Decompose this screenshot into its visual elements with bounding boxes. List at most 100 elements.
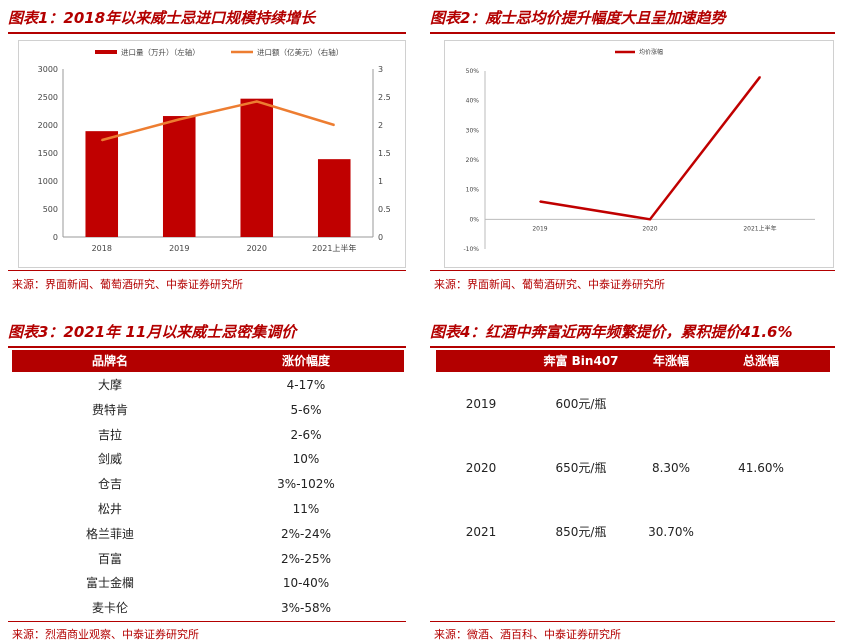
chart2-x-tick: 2019: [532, 225, 547, 232]
chart1-y-right-tick: 3: [378, 65, 383, 74]
table3-cell-brand: 剑威: [97, 452, 122, 467]
chart2-frame: -10% 0% 10% 20% 30% 40% 50% 2019 2020 2021上半年 均价涨幅: [444, 40, 834, 268]
table3-cell-brand: 麦卡伦: [91, 601, 128, 616]
table3-cell-rise: 10-40%: [282, 576, 330, 591]
table3-cell-rise: 3%-102%: [277, 477, 335, 492]
chart2-y-tick: 20%: [466, 157, 480, 164]
table3-cell-brand: 吉拉: [97, 427, 122, 442]
table4-cell-year: 2020: [465, 461, 497, 475]
table3-cell-brand: 仓吉: [97, 477, 122, 492]
table3-cell-rise: 5-6%: [290, 402, 322, 417]
panel4-title-rule: [430, 346, 835, 348]
panel1-title: 图表1：2018年以来威士忌进口规模持续增长: [8, 9, 316, 27]
chart1-svg: 0 500 1000 1500 2000 2500 3000 0 0.5 1 1.5 2 2.5 3 201…: [38, 47, 391, 253]
panel-penfolds-table: 图表4：红酒中奔富近两年频繁提价，累积提价41.6% 奔富 Bin407 年涨幅…: [430, 320, 835, 644]
chart1-x-tick: 2020: [247, 244, 267, 253]
chart1-x-tick: 2019: [169, 244, 189, 253]
chart1-y-left-tick: 500: [43, 205, 58, 214]
chart1-bar: [240, 98, 274, 238]
chart1-legend-label-line: 进口额（亿美元）（右轴）: [257, 47, 343, 57]
panel2-source-rule: [430, 270, 835, 271]
table4-cell-total: 41.60%: [738, 461, 784, 475]
chart2-y-tick: -10%: [463, 246, 479, 253]
table4-header: 奔富 Bin407 年涨幅 总涨幅: [436, 350, 830, 372]
table4-header-product: 奔富 Bin407: [543, 354, 619, 368]
panel4-title: 图表4：红酒中奔富近两年频繁提价，累积提价41.6%: [430, 323, 793, 341]
panel1-source: 来源：界面新闻、葡萄酒研究、中泰证券研究所: [12, 278, 243, 291]
chart2-x-tick: 2020: [642, 225, 657, 232]
table4-cell-price: 600元/瓶: [555, 397, 607, 411]
chart1-y-left-tick: 1000: [38, 177, 58, 186]
chart1-x-tick: 2018: [92, 244, 112, 253]
table3-cell-brand: 格兰菲迪: [85, 526, 134, 541]
chart1-y-right-tick: 2.5: [378, 93, 391, 102]
table3-row: 剑威 10%: [12, 447, 404, 472]
table3-row: 费特肯 5-6%: [12, 398, 404, 423]
panel2-title-rule: [430, 32, 835, 34]
table4-row: 2020 650元/瓶 8.30% 41.60%: [436, 456, 830, 481]
chart1-legend-swatch-bar: [95, 50, 117, 54]
chart2-line-point: [649, 218, 651, 221]
table3-row: 格兰菲迪 2%-24%: [12, 522, 404, 547]
chart1-legend-label-bar: 进口量（万升）（左轴）: [121, 47, 200, 57]
chart1-y-left-tick: 3000: [38, 65, 58, 74]
table4-header-total: 总涨幅: [742, 354, 779, 368]
table4-cell-annual: 30.70%: [648, 525, 694, 539]
table3-cell-brand: 富士金欄: [85, 576, 134, 591]
chart1-y-right-tick: 0.5: [378, 205, 391, 214]
panel-whisky-price-table: 图表3：2021年 11月以来威士忌密集调价 品牌名 涨价幅度 来源：烈酒商业观…: [8, 320, 406, 644]
table3-cell-brand: 大摩: [97, 378, 122, 392]
panel2-source: 来源：界面新闻、葡萄酒研究、中泰证券研究所: [434, 278, 665, 291]
panel3-title: 图表3：2021年 11月以来威士忌密集调价: [8, 323, 297, 341]
chart2-y-tick: 30%: [466, 127, 480, 134]
table3-cell-rise: 3%-58%: [280, 601, 332, 616]
chart1-y-left-tick: 2000: [38, 121, 58, 130]
panel3-source: 来源：烈酒商业观察、中泰证券研究所: [12, 628, 199, 641]
table3-cell-rise: 2-6%: [290, 427, 322, 442]
table3-row: 仓吉 3%-102%: [12, 472, 404, 497]
chart2-y-tick: 10%: [466, 187, 480, 194]
table3-cell-rise: 2%-24%: [280, 526, 332, 541]
table3-row: 百富 2%-25%: [12, 547, 404, 572]
chart2-y-tick: 50%: [466, 68, 480, 75]
table3-cell-brand: 百富: [97, 551, 122, 566]
chart2-line-point: [759, 76, 761, 78]
panel2-title: 图表2：威士忌均价提升幅度大且呈加速趋势: [430, 9, 726, 27]
table3-row: 吉拉 2-6%: [12, 423, 404, 448]
panel4-source-rule: [430, 621, 835, 622]
chart1-y-left-tick: 0: [53, 233, 58, 242]
table3-cell-rise: 2%-25%: [280, 551, 332, 566]
chart2-svg: -10% 0% 10% 20% 30% 40% 50% 2019 2020 2021上半年 均价涨幅: [463, 48, 815, 253]
table3-cell-brand: 松井: [97, 502, 122, 516]
table4-header-annual: 年涨幅: [652, 354, 689, 368]
table3-row: 富士金欄 10-40%: [12, 571, 404, 596]
chart1-line-point: [333, 124, 336, 126]
chart2-legend-label: 均价涨幅: [639, 48, 663, 56]
chart2-y-tick: 40%: [466, 98, 480, 105]
chart2-x-tick: 2021上半年: [743, 224, 776, 232]
panel3-title-rule: [8, 346, 406, 348]
table3-header-brand: 品牌名: [91, 354, 128, 368]
table4-cell-price: 850元/瓶: [555, 525, 607, 539]
table3-cell-rise: 10%: [292, 452, 320, 467]
table3-cell-rise: 4-17%: [286, 378, 326, 392]
chart1-x-tick: 2021上半年: [312, 243, 356, 253]
chart1-bar: [317, 159, 351, 237]
chart1-line-point: [255, 100, 258, 103]
table4-cell-year: 2019: [465, 397, 497, 411]
table4-cell-year: 2021: [465, 525, 497, 539]
table3-row: 大摩 4-17%: [12, 373, 404, 398]
table3-header: 品牌名 涨价幅度: [12, 350, 404, 372]
chart1-bar: [162, 116, 196, 237]
panel3-source-rule: [8, 621, 406, 622]
chart1-line-point: [100, 139, 103, 141]
chart1-line: [101, 100, 335, 142]
chart1-y-right-tick: 1.5: [378, 149, 391, 158]
chart2-y-tick: 0%: [469, 216, 479, 223]
table3-header-rise: 涨价幅度: [281, 354, 330, 368]
chart1-y-left-tick: 2500: [38, 93, 58, 102]
table3-row: 松井 11%: [12, 497, 404, 522]
chart1-bar: [85, 131, 119, 237]
panel-avg-price: 图表2：威士忌均价提升幅度大且呈加速趋势 -10% 0% 10% 20% 30% 40% 5…: [430, 6, 835, 294]
chart2-line-point: [539, 200, 541, 203]
